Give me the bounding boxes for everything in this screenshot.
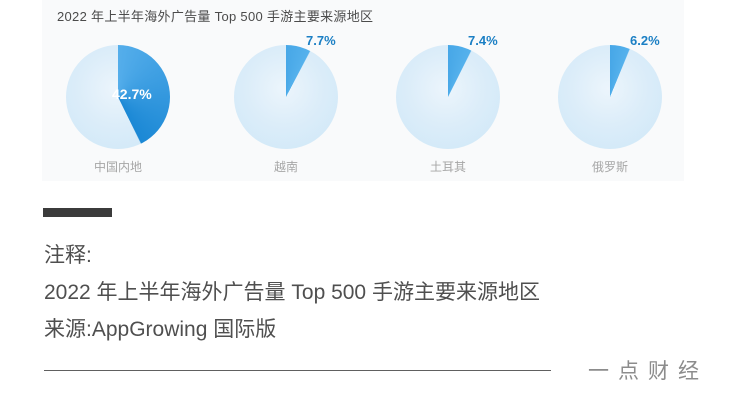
pie-group-china: 42.7% 中国内地	[66, 45, 170, 180]
chart-panel: 2022 年上半年海外广告量 Top 500 手游主要来源地区 42.7% 中国…	[42, 0, 684, 181]
footer-rule	[44, 370, 551, 371]
pie-category-label: 土耳其	[429, 160, 466, 174]
brand-logo-text: 一点财经	[588, 360, 708, 383]
notes-block: 注释: 2022 年上半年海外广告量 Top 500 手游主要来源地区 来源:A…	[44, 237, 540, 348]
pie-value-label: 6.2%	[630, 33, 660, 48]
pie-group-russia: 6.2% 俄罗斯	[558, 33, 662, 180]
notes-line-source: 来源:AppGrowing 国际版	[44, 318, 277, 341]
section-divider-bar	[43, 208, 112, 217]
pie-chart-china: 42.7%	[66, 45, 170, 149]
pie-group-vietnam: 7.7% 越南	[234, 33, 338, 180]
pie-category-label: 俄罗斯	[591, 160, 628, 174]
pie-chart-turkey: 7.4%	[396, 33, 500, 149]
notes-line-title: 2022 年上半年海外广告量 Top 500 手游主要来源地区	[44, 281, 540, 304]
pie-value-label: 42.7%	[112, 86, 152, 102]
pie-chart-russia: 6.2%	[558, 33, 662, 149]
chart-title: 2022 年上半年海外广告量 Top 500 手游主要来源地区	[57, 9, 374, 24]
notes-heading: 注释:	[44, 244, 92, 267]
pie-value-label: 7.4%	[468, 33, 498, 48]
pie-value-label: 7.7%	[306, 33, 336, 48]
pie-group-turkey: 7.4% 土耳其	[396, 33, 500, 180]
pie-category-label: 越南	[273, 160, 298, 174]
pie-chart-vietnam: 7.7%	[234, 33, 338, 149]
pie-category-label: 中国内地	[93, 160, 142, 174]
